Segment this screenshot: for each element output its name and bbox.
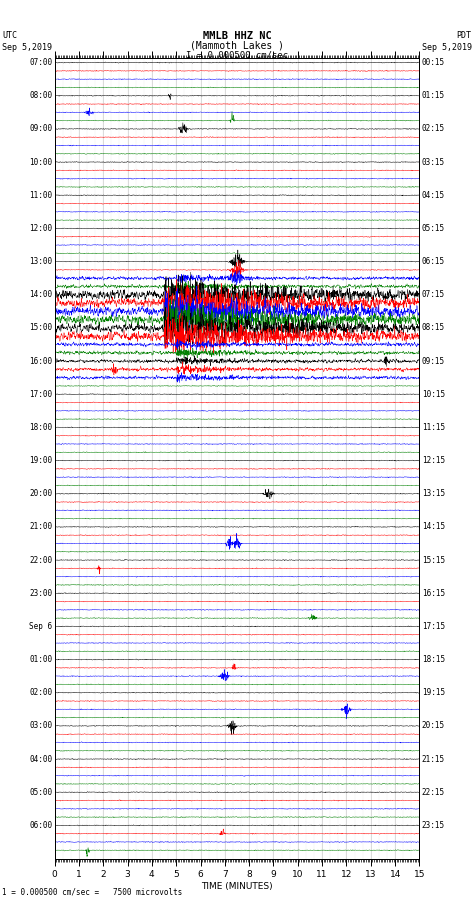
Text: 16:00: 16:00 — [29, 357, 52, 366]
Text: 07:15: 07:15 — [422, 290, 445, 299]
Text: 11:15: 11:15 — [422, 423, 445, 432]
Text: 17:00: 17:00 — [29, 390, 52, 399]
Text: 08:00: 08:00 — [29, 91, 52, 101]
Text: 14:00: 14:00 — [29, 290, 52, 299]
Text: Sep 5,2019: Sep 5,2019 — [2, 43, 52, 52]
Text: 05:15: 05:15 — [422, 224, 445, 233]
Text: UTC: UTC — [2, 31, 18, 40]
Text: 06:15: 06:15 — [422, 257, 445, 266]
Text: Sep 5,2019: Sep 5,2019 — [422, 43, 472, 52]
Text: 13:15: 13:15 — [422, 489, 445, 498]
Text: 08:15: 08:15 — [422, 324, 445, 333]
Text: 22:15: 22:15 — [422, 788, 445, 797]
X-axis label: TIME (MINUTES): TIME (MINUTES) — [201, 882, 273, 891]
Text: 13:00: 13:00 — [29, 257, 52, 266]
Text: 21:00: 21:00 — [29, 522, 52, 531]
Text: 15:00: 15:00 — [29, 324, 52, 333]
Text: 12:15: 12:15 — [422, 456, 445, 465]
Text: 18:15: 18:15 — [422, 655, 445, 664]
Text: 16:15: 16:15 — [422, 589, 445, 598]
Text: 15:15: 15:15 — [422, 556, 445, 565]
Text: 03:15: 03:15 — [422, 157, 445, 166]
Text: 17:15: 17:15 — [422, 622, 445, 631]
Text: 19:00: 19:00 — [29, 456, 52, 465]
Text: 19:15: 19:15 — [422, 689, 445, 698]
Text: 21:15: 21:15 — [422, 754, 445, 763]
Text: I = 0.000500 cm/sec: I = 0.000500 cm/sec — [186, 50, 288, 59]
Text: 09:15: 09:15 — [422, 357, 445, 366]
Text: 18:00: 18:00 — [29, 423, 52, 432]
Text: 14:15: 14:15 — [422, 522, 445, 531]
Text: 01:00: 01:00 — [29, 655, 52, 664]
Text: 23:00: 23:00 — [29, 589, 52, 598]
Text: 05:00: 05:00 — [29, 788, 52, 797]
Text: 11:00: 11:00 — [29, 191, 52, 200]
Text: MMLB HHZ NC: MMLB HHZ NC — [202, 31, 272, 41]
Text: 02:15: 02:15 — [422, 124, 445, 133]
Text: 00:15: 00:15 — [422, 58, 445, 67]
Text: 01:15: 01:15 — [422, 91, 445, 101]
Text: 10:00: 10:00 — [29, 157, 52, 166]
Text: 04:00: 04:00 — [29, 754, 52, 763]
Text: 10:15: 10:15 — [422, 390, 445, 399]
Text: 23:15: 23:15 — [422, 821, 445, 830]
Text: Sep 6: Sep 6 — [29, 622, 52, 631]
Text: 1 = 0.000500 cm/sec =   7500 microvolts: 1 = 0.000500 cm/sec = 7500 microvolts — [2, 887, 183, 896]
Text: 20:00: 20:00 — [29, 489, 52, 498]
Text: 09:00: 09:00 — [29, 124, 52, 133]
Text: 04:15: 04:15 — [422, 191, 445, 200]
Text: (Mammoth Lakes ): (Mammoth Lakes ) — [190, 40, 284, 51]
Text: 12:00: 12:00 — [29, 224, 52, 233]
Text: 06:00: 06:00 — [29, 821, 52, 830]
Text: PDT: PDT — [456, 31, 472, 40]
Text: 02:00: 02:00 — [29, 689, 52, 698]
Text: 22:00: 22:00 — [29, 556, 52, 565]
Text: 20:15: 20:15 — [422, 721, 445, 730]
Text: 07:00: 07:00 — [29, 58, 52, 67]
Text: 03:00: 03:00 — [29, 721, 52, 730]
